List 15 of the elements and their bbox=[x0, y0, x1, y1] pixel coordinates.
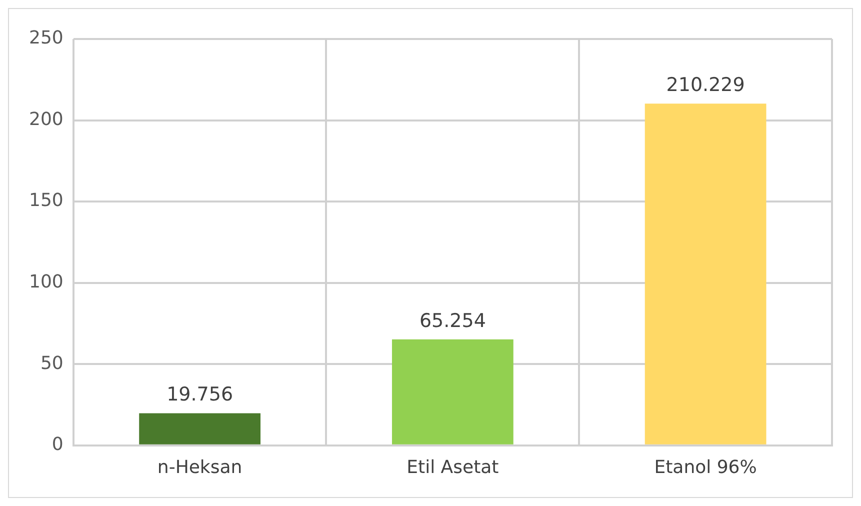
data-label: 65.254 bbox=[419, 310, 486, 332]
bar bbox=[392, 339, 514, 444]
x-tick-label: Etil Asetat bbox=[406, 456, 499, 478]
y-tick-label: 250 bbox=[28, 28, 64, 49]
bar bbox=[139, 413, 260, 444]
bar bbox=[644, 104, 766, 444]
y-tick-label: 100 bbox=[28, 272, 64, 293]
data-label: 19.756 bbox=[166, 384, 234, 406]
data-label: 210.229 bbox=[666, 74, 745, 96]
y-tick-label: 0 bbox=[52, 434, 64, 456]
y-tick-label: 150 bbox=[28, 190, 64, 212]
x-tick-label: Etanol 96% bbox=[654, 456, 757, 478]
y-tick-label: 50 bbox=[40, 352, 64, 374]
y-tick-label: 200 bbox=[28, 108, 64, 130]
x-tick-label: n-Heksan bbox=[157, 456, 242, 478]
